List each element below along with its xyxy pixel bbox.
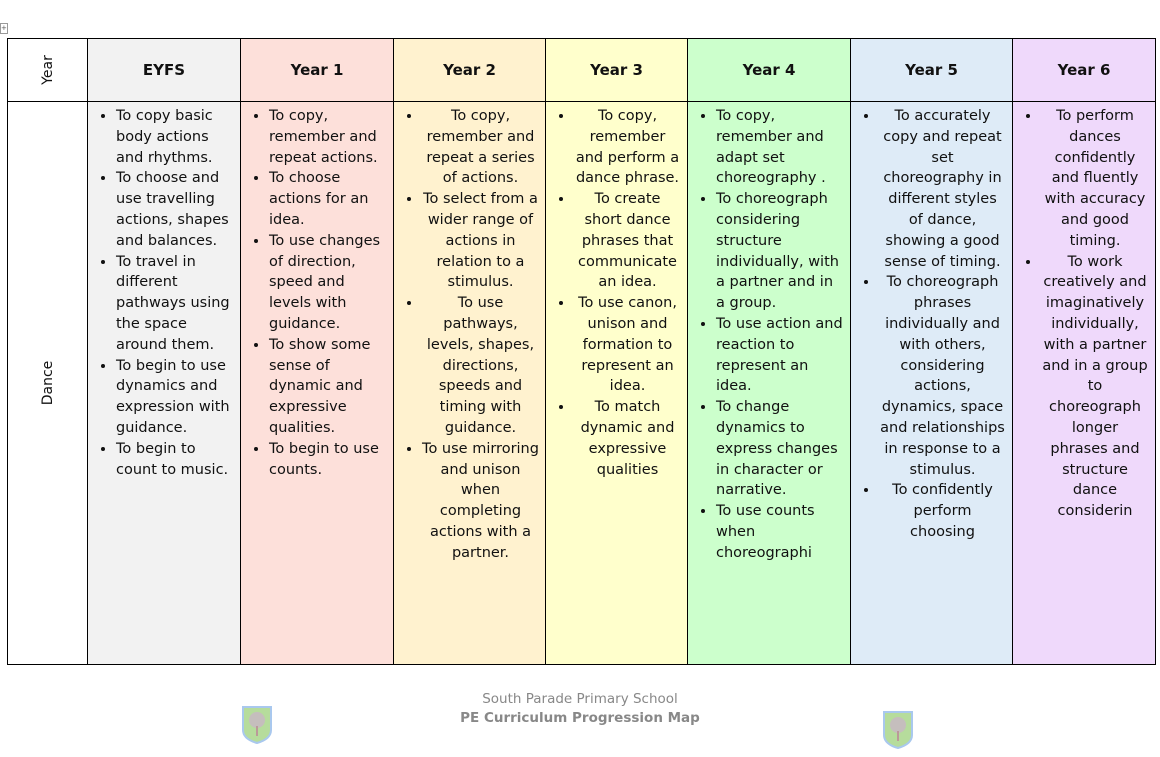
objective-item: To select from a wider range of actions … — [422, 189, 539, 293]
cell-year-6: To perform dances confidently and fluent… — [1012, 101, 1156, 665]
objective-item: To copy, remember and perform a dance ph… — [574, 106, 681, 189]
objective-item: To use mirroring and unison when complet… — [422, 439, 539, 564]
objective-item: To copy, remember and repeat actions. — [269, 106, 387, 168]
column-header-year-6: Year 6 — [1012, 38, 1156, 102]
objectives-list: To copy basic body actions and rhythms.T… — [88, 102, 240, 480]
school-crest-logo — [242, 706, 272, 744]
row-label: Dance — [39, 360, 56, 406]
dance-row: Dance To copy basic body actions and rhy… — [7, 101, 1156, 665]
objective-item: To use action and reaction to represent … — [716, 314, 844, 397]
objective-item: To create short dance phrases that commu… — [574, 189, 681, 293]
objectives-list: To copy, remember and repeat actions.To … — [241, 102, 393, 480]
objective-item: To match dynamic and expressive qualitie… — [574, 397, 681, 480]
objective-item: To use canon, unison and formation to re… — [574, 293, 681, 397]
objective-item: To copy, remember and adapt set choreogr… — [716, 106, 844, 189]
objective-item: To choose and use travelling actions, sh… — [116, 168, 234, 251]
objective-item: To begin to use counts. — [269, 439, 387, 481]
cell-year-2: To copy, remember and repeat a series of… — [393, 101, 546, 665]
objective-item: To travel in different pathways using th… — [116, 252, 234, 356]
objective-item: To use pathways, levels, shapes, directi… — [422, 293, 539, 439]
objective-item: To accurately copy and repeat set choreo… — [879, 106, 1006, 272]
footer-title: PE Curriculum Progression Map — [460, 710, 700, 726]
objective-item: To use changes of direction, speed and l… — [269, 231, 387, 335]
objective-item: To show some sense of dynamic and expres… — [269, 335, 387, 439]
table-move-handle[interactable]: + — [0, 23, 8, 34]
objectives-list: To perform dances confidently and fluent… — [1013, 102, 1155, 522]
objective-item: To begin to use dynamics and expression … — [116, 356, 234, 439]
cell-year-3: To copy, remember and perform a dance ph… — [545, 101, 688, 665]
objective-item: To choose actions for an idea. — [269, 168, 387, 230]
corner-cell: Year — [7, 38, 88, 102]
objective-item: To perform dances confidently and fluent… — [1041, 106, 1149, 252]
cell-eyfs: To copy basic body actions and rhythms.T… — [87, 101, 241, 665]
objectives-list: To copy, remember and repeat a series of… — [394, 102, 545, 564]
column-header-year-5: Year 5 — [850, 38, 1013, 102]
objective-item: To use counts when choreographi — [716, 501, 844, 563]
cell-year-4: To copy, remember and adapt set choreogr… — [687, 101, 851, 665]
row-label-cell: Dance — [7, 101, 88, 665]
column-header-year-2: Year 2 — [393, 38, 546, 102]
objective-item: To confidently perform choosing — [879, 480, 1006, 542]
objective-item: To choreograph considering structure ind… — [716, 189, 844, 314]
column-header-year-4: Year 4 — [687, 38, 851, 102]
footer-school: South Parade Primary School — [482, 691, 678, 707]
objective-item: To begin to count to music. — [116, 439, 234, 481]
cell-year-1: To copy, remember and repeat actions.To … — [240, 101, 394, 665]
objectives-list: To copy, remember and perform a dance ph… — [546, 102, 687, 480]
school-crest-logo-right — [883, 711, 913, 749]
objectives-list: To accurately copy and repeat set choreo… — [851, 102, 1012, 543]
corner-label: Year — [39, 55, 56, 85]
cell-year-5: To accurately copy and repeat set choreo… — [850, 101, 1013, 665]
column-header-eyfs: EYFS — [87, 38, 241, 102]
objective-item: To copy basic body actions and rhythms. — [116, 106, 234, 168]
objective-item: To copy, remember and repeat a series of… — [422, 106, 539, 189]
column-header-year-1: Year 1 — [240, 38, 394, 102]
objective-item: To change dynamics to express changes in… — [716, 397, 844, 501]
objectives-list: To copy, remember and adapt set choreogr… — [688, 102, 850, 564]
objective-item: To work creatively and imaginatively ind… — [1041, 252, 1149, 522]
column-header-year-3: Year 3 — [545, 38, 688, 102]
objective-item: To choreograph phrases individually and … — [879, 272, 1006, 480]
